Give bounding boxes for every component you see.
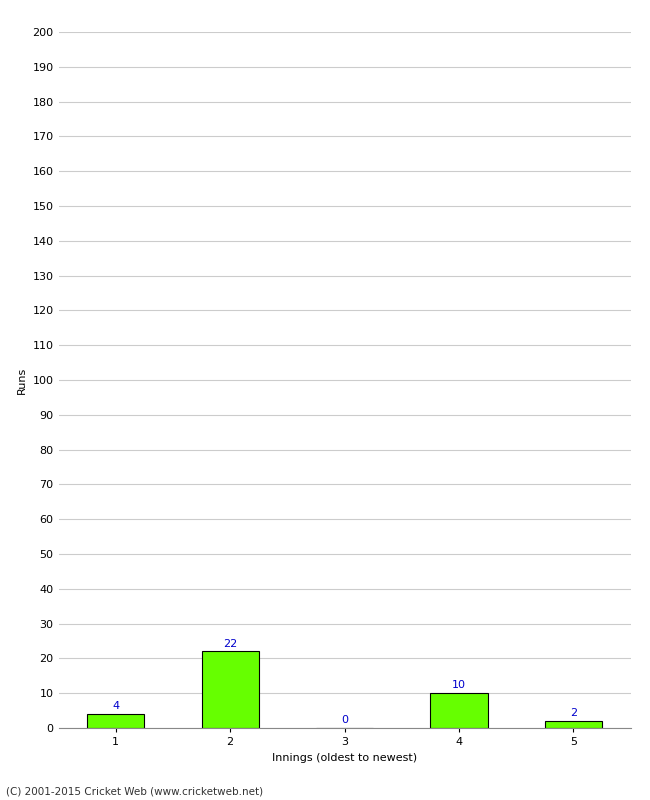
Text: 22: 22 [223,638,237,649]
Bar [545,721,602,728]
Bar [202,651,259,728]
Text: 2: 2 [570,708,577,718]
Bar [430,693,488,728]
Bar [87,714,144,728]
Text: 4: 4 [112,702,119,711]
X-axis label: Innings (oldest to newest): Innings (oldest to newest) [272,753,417,762]
Text: 10: 10 [452,681,466,690]
Text: 0: 0 [341,715,348,726]
Text: (C) 2001-2015 Cricket Web (www.cricketweb.net): (C) 2001-2015 Cricket Web (www.cricketwe… [6,786,264,796]
Y-axis label: Runs: Runs [17,366,27,394]
